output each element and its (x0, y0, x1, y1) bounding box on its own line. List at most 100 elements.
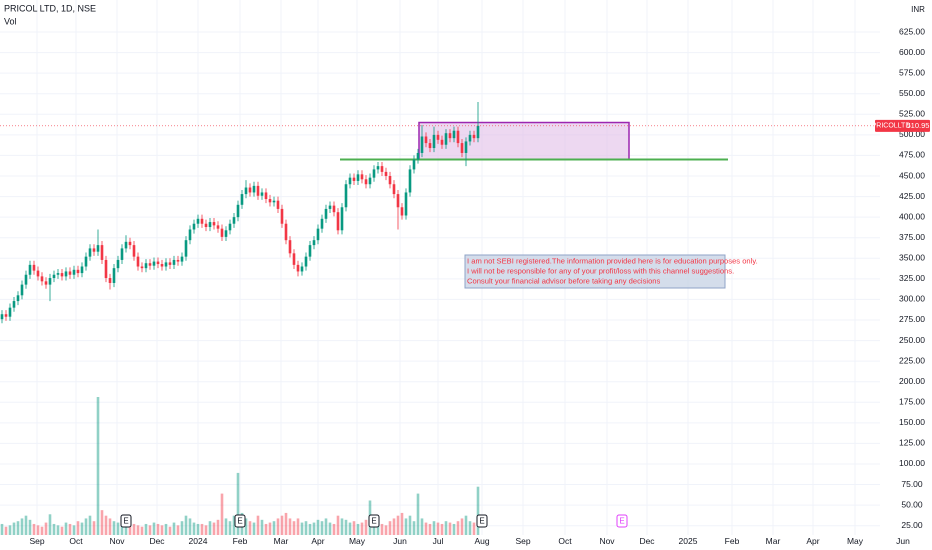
x-tick-label: Nov (109, 536, 125, 546)
candle-body (416, 152, 420, 160)
volume-bar (260, 519, 264, 535)
y-tick-label: 400.00 (899, 211, 925, 221)
volume-bar (328, 522, 332, 535)
x-tick-label: Feb (725, 536, 740, 546)
volume-bar (324, 518, 328, 535)
y-tick-label: 500.00 (899, 129, 925, 139)
volume-bar (392, 518, 396, 535)
y-tick-label: 275.00 (899, 314, 925, 324)
volume-bar (276, 518, 280, 535)
candle-body (348, 177, 352, 185)
volume-bar (456, 521, 460, 535)
y-tick-label: 325.00 (899, 273, 925, 283)
candle-body (100, 245, 104, 260)
candle-body (44, 281, 48, 285)
volume-bar (296, 518, 300, 535)
candle-body (368, 177, 372, 185)
candle-body (452, 130, 456, 139)
grid-layer (0, 0, 880, 535)
candle-body (380, 166, 384, 172)
volume-bar (124, 522, 128, 535)
candle-body (360, 174, 364, 180)
volume-bar (400, 512, 404, 535)
candle-body (144, 263, 148, 269)
volume-bar (88, 515, 92, 535)
y-tick-label: 125.00 (899, 438, 925, 448)
volume-bar (336, 515, 340, 535)
earnings-label: E (371, 517, 376, 526)
candle-body (152, 261, 156, 266)
candle-body (264, 192, 268, 200)
annotation-text: Consult your financial advisor before ta… (467, 277, 661, 286)
candle-body (288, 240, 292, 254)
chart-title: PRICOL LTD, 1D, NSE (4, 3, 96, 13)
volume-bar (184, 515, 188, 535)
volume-bar (220, 493, 224, 535)
volume-bar (144, 523, 148, 535)
candle-body (72, 269, 76, 275)
candle-body (292, 253, 296, 265)
volume-bar (104, 515, 108, 535)
volume-bar (196, 523, 200, 535)
candle-body (324, 208, 328, 219)
candle-body (92, 248, 96, 252)
candle-body (328, 205, 332, 209)
volume-bar (108, 518, 112, 535)
y-tick-label: 350.00 (899, 253, 925, 263)
volume-bar (268, 522, 272, 535)
x-tick-label: 2025 (679, 536, 698, 546)
candle-body (340, 207, 344, 231)
candle-body (408, 169, 412, 193)
candle-body (436, 134, 440, 140)
volume-bar (420, 518, 424, 535)
x-tick-label: Feb (233, 536, 248, 546)
y-tick-label: 550.00 (899, 88, 925, 98)
volume-bar (384, 525, 388, 535)
volume-bar (32, 523, 36, 535)
candle-body (180, 256, 184, 262)
y-tick-label: 175.00 (899, 397, 925, 407)
candle-body (40, 276, 44, 282)
candle-body (252, 185, 256, 193)
annotation-text: I will not be responsible for any of you… (467, 267, 734, 276)
volume-bar (316, 519, 320, 535)
candle-body (412, 159, 416, 170)
candle-body (132, 245, 136, 257)
volume-bar (96, 397, 100, 535)
annotation-box (464, 254, 726, 289)
volume-bar (164, 523, 168, 535)
x-tick-label: Sep (29, 536, 44, 546)
volume-bar (200, 523, 204, 535)
volume-label: Vol (4, 16, 17, 26)
volume-bar (436, 522, 440, 535)
candle-body (68, 271, 72, 275)
candle-body (320, 218, 324, 229)
candle-body (96, 245, 100, 252)
candle-body (392, 184, 396, 195)
earnings-icon (476, 514, 488, 528)
volume-bar (224, 518, 228, 535)
candle-body (244, 187, 248, 195)
volume-bar (76, 521, 80, 535)
currency-label: INR (911, 5, 925, 14)
volume-bar (140, 526, 144, 535)
candle-body (376, 166, 380, 170)
y-tick-label: 300.00 (899, 294, 925, 304)
volume-bar (16, 521, 20, 535)
volume-bar (320, 521, 324, 535)
candle-body (280, 208, 284, 224)
volume-bar (464, 515, 468, 535)
x-tick-label: Jun (896, 536, 910, 546)
x-tick-label: Apr (311, 536, 324, 546)
y-tick-label: 250.00 (899, 335, 925, 345)
y-tick-label: 625.00 (899, 26, 925, 36)
earnings-label: E (479, 517, 484, 526)
x-tick-label: Oct (69, 536, 83, 546)
x-tick-label: Sep (515, 536, 530, 546)
volume-bar (380, 523, 384, 535)
candle-body (256, 185, 260, 196)
volume-bar (52, 523, 56, 535)
volume-bar (472, 522, 476, 535)
